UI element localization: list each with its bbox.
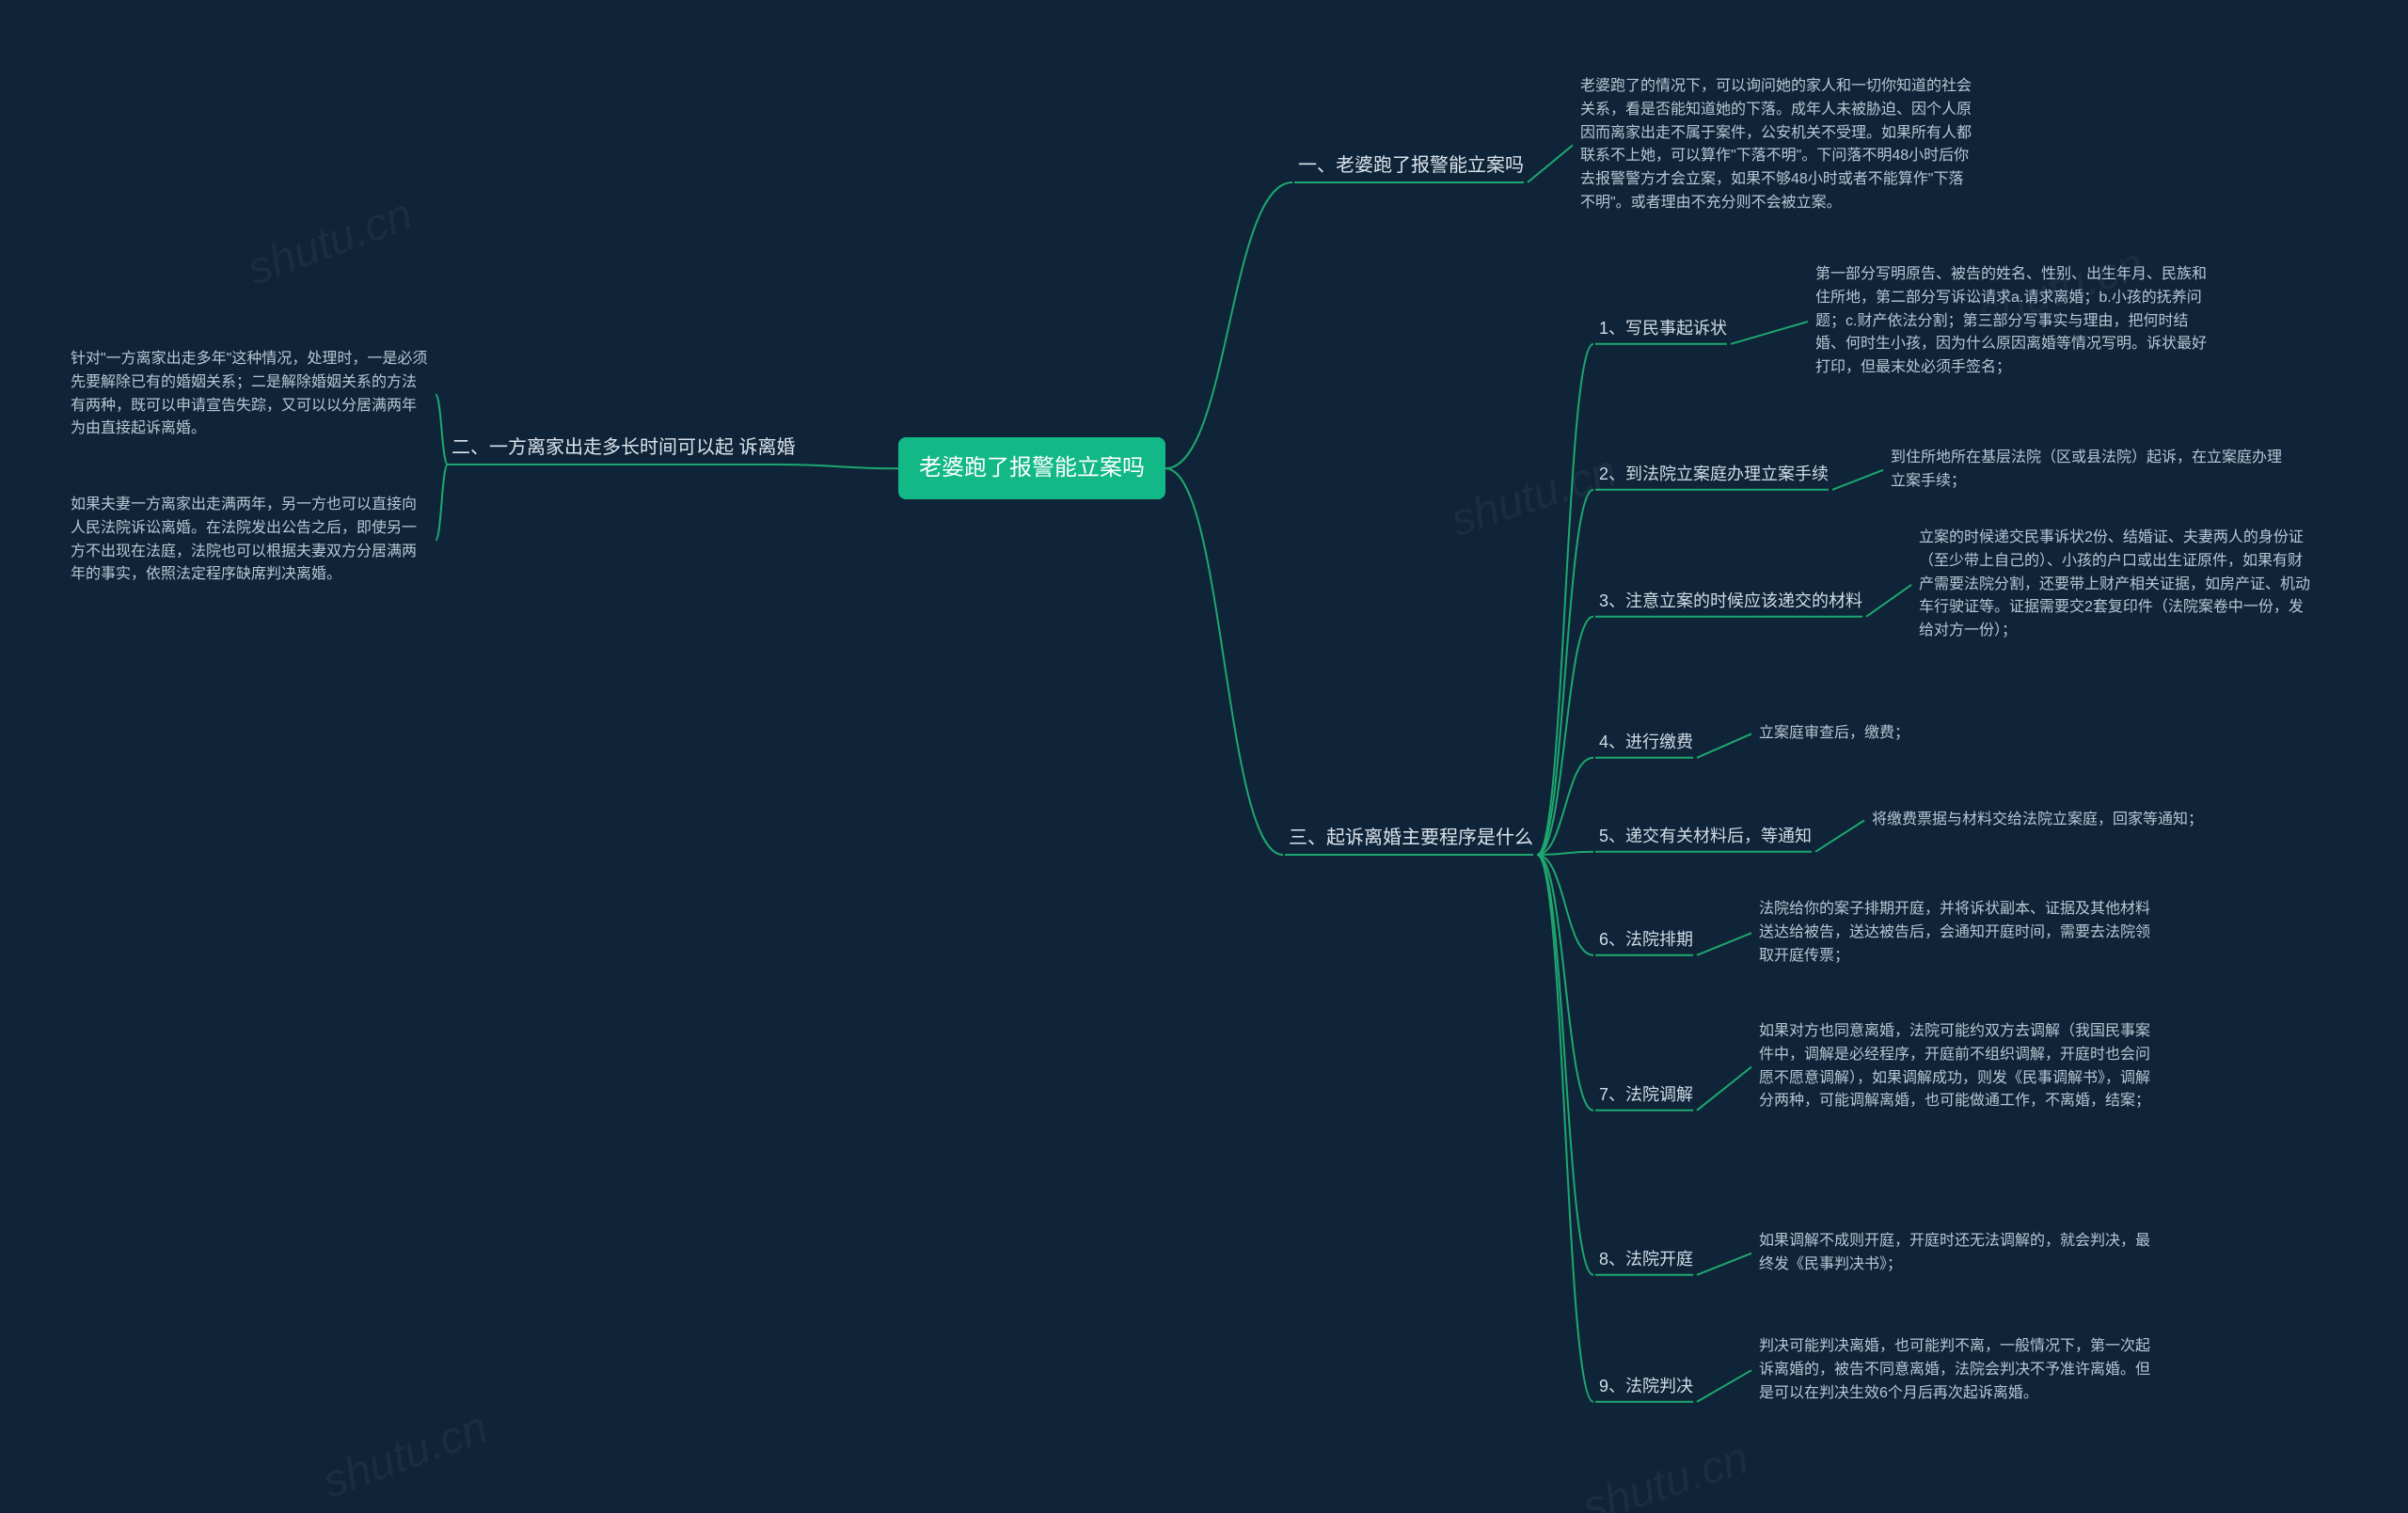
mindmap-connectors [0,0,2408,1513]
sub-5-leaf: 将缴费票据与材料交给法院立案庭，回家等通知； [1872,809,2203,832]
branch-1-leaf: 老婆跑了的情况下，可以询问她的家人和一切你知道的社会关系，看是否能知道她的下落。… [1580,75,1975,215]
sub-3-leaf: 立案的时候递交民事诉状2份、结婚证、夫妻两人的身份证（至少带上自己的）、小孩的户… [1919,527,2314,643]
sub-4[interactable]: 4、进行缴费 [1599,729,1693,756]
sub-7-leaf: 如果对方也同意离婚，法院可能约双方去调解（我国民事案件中，调解是必经程序，开庭前… [1759,1020,2154,1113]
branch-1[interactable]: 一、老婆跑了报警能立案吗 [1298,150,1524,181]
sub-3[interactable]: 3、注意立案的时候应该递交的材料 [1599,588,1862,615]
sub-9[interactable]: 9、法院判决 [1599,1373,1693,1400]
sub-9-leaf: 判决可能判决离婚，也可能判不离，一般情况下，第一次起诉离婚的，被告不同意离婚，法… [1759,1335,2154,1405]
branch-2[interactable]: 二、一方离家出走多长时间可以起 诉离婚 [452,433,771,463]
sub-8-leaf: 如果调解不成则开庭，开庭时还无法调解的，就会判决，最终发《民事判决书》； [1759,1230,2154,1277]
branch-2-leaf-0: 针对"一方离家出走多年"这种情况，处理时，一是必须先要解除已有的婚姻关系；二是解… [71,348,428,441]
sub-5[interactable]: 5、递交有关材料后，等通知 [1599,823,1812,850]
sub-2[interactable]: 2、到法院立案庭办理立案手续 [1599,461,1829,488]
sub-8[interactable]: 8、法院开庭 [1599,1246,1693,1273]
sub-6[interactable]: 6、法院排期 [1599,926,1693,954]
sub-2-leaf: 到住所地所在基层法院（区或县法院）起诉，在立案庭办理立案手续； [1891,447,2286,494]
root-node[interactable]: 老婆跑了报警能立案吗 [898,437,1165,499]
branch-2-leaf-1: 如果夫妻一方离家出走满两年，另一方也可以直接向人民法院诉讼离婚。在法院发出公告之… [71,494,428,587]
sub-6-leaf: 法院给你的案子排期开庭，并将诉状副本、证据及其他材料送达给被告，送达被告后，会通… [1759,898,2154,968]
sub-7[interactable]: 7、法院调解 [1599,1081,1693,1109]
sub-4-leaf: 立案庭审查后，缴费； [1759,722,1909,746]
sub-1[interactable]: 1、写民事起诉状 [1599,315,1727,342]
branch-3[interactable]: 三、起诉离婚主要程序是什么 [1289,823,1533,853]
sub-1-leaf: 第一部分写明原告、被告的姓名、性别、出生年月、民族和住所地，第二部分写诉讼请求a… [1815,263,2210,380]
